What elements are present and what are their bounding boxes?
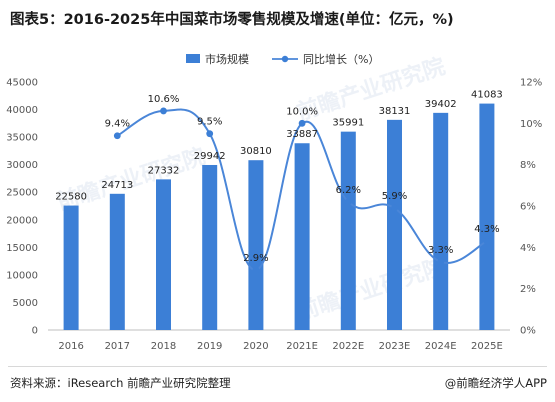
growth-value-label: 2.9% [243, 253, 268, 264]
bar-value-label: 33887 [286, 129, 318, 140]
y-tick-left: 15000 [6, 243, 38, 254]
y-tick-left: 40000 [6, 105, 38, 116]
legend-bar-label: 市场规模 [205, 52, 249, 66]
y-tick-left: 5000 [13, 298, 38, 309]
growth-point [113, 132, 121, 140]
chart-title: 图表5：2016-2025年中国菜市场零售规模及增速(单位：亿元，%) [10, 12, 454, 28]
x-tick: 2018 [151, 341, 176, 352]
watermark-text: 前瞻产业研究院 [294, 253, 449, 325]
y-tick-right: 6% [520, 202, 536, 213]
growth-point [206, 130, 214, 138]
x-tick: 2025E [471, 341, 503, 352]
bar [340, 131, 356, 330]
growth-value-label: 6.2% [336, 185, 361, 196]
bar [202, 164, 218, 330]
bar [479, 103, 495, 330]
growth-value-label: 3.3% [428, 245, 453, 256]
bar [294, 143, 310, 330]
source-note: 资料来源：iResearch 前瞻产业研究院整理 [10, 376, 231, 390]
y-tick-right: 8% [520, 160, 536, 171]
growth-value-label: 9.5% [197, 117, 222, 128]
growth-point [344, 198, 352, 206]
bar-value-label: 24713 [101, 180, 133, 191]
y-tick-right: 10% [520, 119, 542, 130]
bar [109, 193, 125, 330]
y-tick-right: 12% [520, 78, 542, 89]
y-tick-right: 2% [520, 284, 536, 295]
legend-line-label: 同比增长（%） [303, 52, 379, 66]
growth-value-label: 10.6% [148, 94, 180, 105]
bar-value-label: 35991 [332, 118, 364, 129]
growth-point [391, 204, 398, 212]
y-tick-left: 10000 [6, 270, 38, 281]
x-tick: 2019 [197, 341, 222, 352]
growth-point [483, 237, 491, 245]
x-tick: 2022E [332, 341, 364, 352]
growth-value-label: 4.3% [474, 224, 499, 235]
legend-bar-swatch [186, 54, 200, 63]
bar-value-label: 22580 [55, 192, 87, 203]
growth-point [298, 119, 306, 127]
x-tick: 2023E [379, 341, 411, 352]
bar-value-label: 41083 [471, 90, 503, 101]
legend-line-marker [281, 55, 289, 63]
y-tick-right: 4% [520, 243, 536, 254]
growth-point [160, 107, 167, 115]
growth-point [437, 258, 445, 266]
x-tick: 2024E [425, 341, 457, 352]
y-tick-left: 45000 [6, 78, 38, 89]
bar-value-label: 39402 [425, 99, 457, 110]
x-tick: 2017 [105, 341, 130, 352]
growth-value-label: 9.4% [105, 119, 130, 130]
growth-line [116, 108, 488, 272]
y-tick-left: 25000 [6, 188, 38, 199]
growth-value-label: 10.0% [286, 106, 318, 117]
y-tick-left: 0 [32, 326, 38, 337]
bar [433, 112, 449, 330]
y-tick-right: 0% [520, 326, 536, 337]
growth-value-label: 5.9% [382, 191, 407, 202]
bar [387, 119, 402, 330]
x-tick: 2021E [286, 341, 318, 352]
bar [63, 205, 79, 330]
footer-divider [8, 366, 547, 367]
x-tick: 2020 [243, 341, 268, 352]
y-tick-left: 35000 [6, 133, 38, 144]
brand-credit: @前瞻经济学人APP [444, 376, 547, 390]
bar-value-label: 38131 [379, 106, 411, 117]
y-tick-left: 30000 [6, 160, 38, 171]
growth-point [252, 266, 260, 274]
bar [248, 160, 264, 330]
bar-value-label: 29942 [194, 151, 226, 162]
bar-value-label: 27332 [148, 165, 180, 176]
x-tick: 2016 [58, 341, 83, 352]
bar-value-label: 30810 [240, 146, 272, 157]
bar [156, 179, 171, 330]
y-tick-left: 20000 [6, 215, 38, 226]
